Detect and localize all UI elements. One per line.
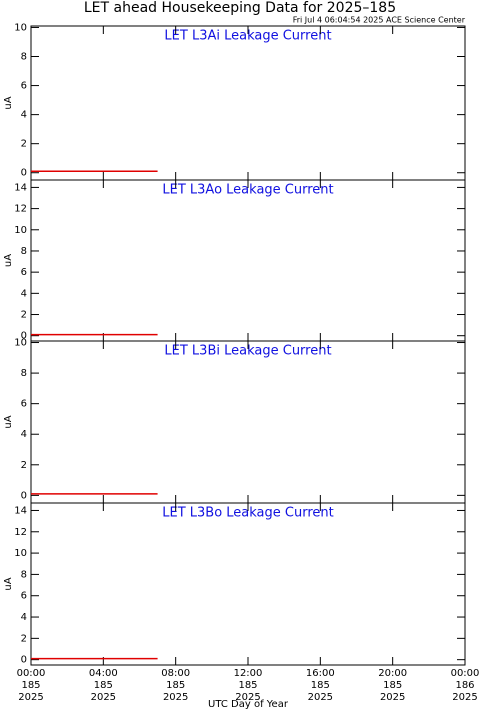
plot-frame [30, 25, 466, 181]
y-axis-label: uA [3, 254, 14, 267]
x-axis-label: UTC Day of Year [208, 699, 289, 710]
y-axis-label: uA [3, 96, 14, 109]
x-tick-label: 2025 [308, 692, 333, 703]
y-tick-label: 12 [14, 527, 27, 538]
y-tick-label: 6 [21, 81, 27, 92]
y-tick-label: 6 [21, 267, 27, 278]
x-tick-label: 00:00 [451, 668, 480, 679]
x-tick-label: 16:00 [306, 668, 335, 679]
y-axis-label: uA [3, 415, 14, 428]
y-tick-label: 4 [21, 612, 27, 623]
y-axis-label: uA [3, 577, 14, 590]
y-tick-label: 0 [21, 331, 27, 342]
x-tick-label: 185 [238, 680, 257, 691]
x-tick-label: 185 [21, 680, 40, 691]
y-tick-label: 10 [14, 22, 27, 33]
y-tick-label: 4 [21, 429, 27, 440]
y-tick-label: 0 [21, 490, 27, 501]
x-tick-label: 2025 [380, 692, 405, 703]
figure-subtitle: Fri Jul 4 06:04:54 2025 ACE Science Cent… [293, 16, 466, 25]
y-tick-label: 2 [21, 139, 27, 150]
x-tick-label: 2025 [91, 692, 116, 703]
panel-title: LET L3Ai Leakage Current [164, 29, 331, 44]
panel-title: LET L3Bo Leakage Current [162, 506, 334, 521]
y-tick-label: 8 [21, 569, 27, 580]
y-tick-label: 6 [21, 591, 27, 602]
x-tick-label: 2025 [163, 692, 188, 703]
plot-frame [30, 179, 466, 342]
x-tick-label: 20:00 [378, 668, 407, 679]
panel-title: LET L3Bi Leakage Current [164, 344, 331, 359]
x-tick-label: 2025 [18, 692, 43, 703]
y-tick-label: 14 [14, 182, 27, 193]
plot-frame [30, 340, 466, 504]
x-tick-label: 12:00 [234, 668, 263, 679]
y-tick-label: 0 [21, 168, 27, 179]
x-tick-label: 185 [94, 680, 113, 691]
y-tick-label: 4 [21, 110, 27, 121]
y-tick-label: 8 [21, 368, 27, 379]
y-tick-label: 2 [21, 310, 27, 321]
y-tick-label: 8 [21, 246, 27, 257]
plot-frame [30, 502, 466, 666]
figure-title: LET ahead Housekeeping Data for 2025–185 [84, 0, 396, 16]
y-tick-label: 12 [14, 204, 27, 215]
y-tick-label: 10 [14, 225, 27, 236]
x-tick-label: 185 [383, 680, 402, 691]
x-tick-label: 2025 [235, 692, 260, 703]
y-tick-label: 2 [21, 460, 27, 471]
x-tick-label: 00:00 [17, 668, 46, 679]
x-tick-label: 185 [166, 680, 185, 691]
y-tick-label: 0 [21, 655, 27, 666]
y-tick-label: 4 [21, 288, 27, 299]
x-tick-label: 185 [311, 680, 330, 691]
x-tick-label: 2025 [452, 692, 477, 703]
x-tick-label: 08:00 [161, 668, 190, 679]
y-tick-label: 8 [21, 52, 27, 63]
y-tick-label: 6 [21, 399, 27, 410]
y-tick-label: 14 [14, 505, 27, 516]
y-tick-label: 2 [21, 633, 27, 644]
x-tick-label: 186 [455, 680, 474, 691]
y-tick-label: 10 [14, 548, 27, 559]
x-tick-label: 04:00 [89, 668, 118, 679]
y-tick-label: 10 [14, 338, 27, 349]
panel-title: LET L3Ao Leakage Current [162, 183, 333, 198]
